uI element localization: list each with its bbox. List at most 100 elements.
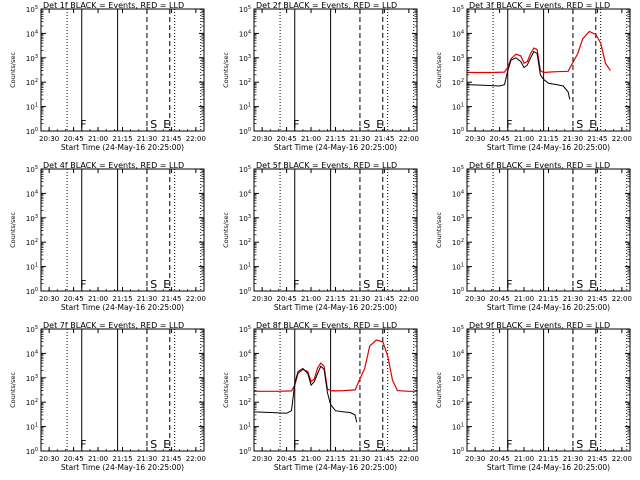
x-tick-label: 22:00 <box>612 295 632 303</box>
y-tick-label: 104 <box>239 349 251 358</box>
detector-panel-2: 100 101 102 103 104 105 20:30 20:45 21:00 21:15 21… <box>222 1 419 152</box>
detector-panel-7: 100 101 102 103 104 105 20:30 20:45 21:00 21:15 21… <box>9 321 206 472</box>
y-tick-label: 103 <box>239 374 251 383</box>
y-tick-label: 104 <box>452 189 464 198</box>
plot-frame <box>466 168 631 292</box>
x-axis-label: Start Time (24-May-16 20:25:00) <box>487 463 610 472</box>
x-tick-label: 21:45 <box>587 135 607 143</box>
marker-s-label: S <box>150 438 157 451</box>
y-tick-label: 103 <box>239 54 251 63</box>
y-tick-label: 105 <box>239 325 251 334</box>
marker-s-label: S <box>576 438 583 451</box>
marker-f-label: F <box>293 438 299 451</box>
x-tick-label: 21:00 <box>514 135 534 143</box>
marker-f-label: F <box>80 438 86 451</box>
y-tick-label: 101 <box>26 263 38 272</box>
x-tick-label: 21:30 <box>350 295 370 303</box>
x-axis-label: Start Time (24-May-16 20:25:00) <box>487 303 610 312</box>
y-tick-label: 105 <box>452 325 464 334</box>
detector-panel-9: 100 101 102 103 104 105 20:30 20:45 21:00 21:15 21… <box>435 321 632 472</box>
y-axis-label: Counts/sec <box>435 372 443 408</box>
marker-f-label: F <box>506 278 512 291</box>
y-tick-label: 103 <box>26 54 38 63</box>
y-tick-label: 102 <box>452 398 464 407</box>
marker-e-label: E <box>163 438 170 451</box>
detector-panel-6: 100 101 102 103 104 105 20:30 20:45 21:00 21:15 21… <box>435 161 632 312</box>
marker-f-label: F <box>80 278 86 291</box>
y-tick-label: 104 <box>26 189 38 198</box>
x-axis-label: Start Time (24-May-16 20:25:00) <box>274 463 397 472</box>
y-axis-label: Counts/sec <box>435 52 443 88</box>
x-tick-label: 20:45 <box>277 455 297 463</box>
plot-frame <box>40 328 205 452</box>
panel-title: Det 9f BLACK = Events, RED = LLD <box>469 321 610 330</box>
y-axis-label: Counts/sec <box>435 212 443 248</box>
x-tick-label: 20:45 <box>64 295 84 303</box>
x-tick-label: 22:00 <box>186 135 206 143</box>
events-series-line <box>253 365 358 423</box>
marker-e-label: E <box>376 278 383 291</box>
marker-e-label: E <box>589 118 596 131</box>
x-tick-label: 21:45 <box>587 455 607 463</box>
detector-panel-3: 100 101 102 103 104 105 20:30 20:45 21:00 21:15 21… <box>435 1 632 152</box>
y-tick-label: 103 <box>26 214 38 223</box>
lld-series-line <box>254 339 417 392</box>
x-tick-label: 21:45 <box>374 455 394 463</box>
y-tick-label: 101 <box>452 423 464 432</box>
panel-title: Det 6f BLACK = Events, RED = LLD <box>469 161 610 170</box>
x-tick-label: 21:15 <box>325 295 345 303</box>
y-tick-label: 100 <box>239 127 251 136</box>
y-tick-label: 105 <box>26 5 38 14</box>
plot-frame <box>40 168 205 292</box>
x-tick-label: 20:45 <box>64 455 84 463</box>
y-tick-label: 102 <box>26 238 38 247</box>
y-tick-label: 101 <box>239 423 251 432</box>
x-tick-label: 22:00 <box>186 295 206 303</box>
marker-e-label: E <box>589 438 596 451</box>
marker-e-label: E <box>163 278 170 291</box>
y-tick-label: 105 <box>239 165 251 174</box>
x-tick-label: 21:15 <box>538 455 558 463</box>
marker-s-label: S <box>576 118 583 131</box>
x-tick-label: 20:45 <box>64 135 84 143</box>
y-tick-label: 103 <box>452 374 464 383</box>
y-tick-label: 100 <box>239 447 251 456</box>
x-tick-label: 21:45 <box>161 295 181 303</box>
panel-title: Det 5f BLACK = Events, RED = LLD <box>256 161 397 170</box>
detector-panel-5: 100 101 102 103 104 105 20:30 20:45 21:00 21:15 21… <box>222 161 419 312</box>
y-tick-label: 101 <box>239 263 251 272</box>
y-tick-label: 100 <box>452 447 464 456</box>
marker-e-label: E <box>589 278 596 291</box>
x-tick-label: 21:15 <box>538 295 558 303</box>
x-tick-label: 20:30 <box>252 135 272 143</box>
x-tick-label: 21:00 <box>301 455 321 463</box>
x-tick-label: 21:00 <box>514 455 534 463</box>
x-tick-label: 21:15 <box>112 295 132 303</box>
x-tick-label: 20:45 <box>490 135 510 143</box>
y-tick-label: 102 <box>26 398 38 407</box>
marker-s-label: S <box>363 118 370 131</box>
x-tick-label: 22:00 <box>399 135 419 143</box>
y-axis-label: Counts/sec <box>9 212 17 248</box>
plot-frame <box>253 328 418 452</box>
x-axis-label: Start Time (24-May-16 20:25:00) <box>274 303 397 312</box>
y-tick-label: 104 <box>452 349 464 358</box>
y-axis-label: Counts/sec <box>222 372 230 408</box>
y-tick-label: 100 <box>239 287 251 296</box>
x-tick-label: 21:30 <box>137 135 157 143</box>
x-tick-label: 21:30 <box>563 455 583 463</box>
y-tick-label: 102 <box>452 238 464 247</box>
x-axis-label: Start Time (24-May-16 20:25:00) <box>61 303 184 312</box>
x-tick-label: 21:00 <box>88 135 108 143</box>
plot-frame <box>466 8 631 132</box>
y-tick-label: 104 <box>452 29 464 38</box>
y-tick-label: 105 <box>239 5 251 14</box>
marker-e-label: E <box>376 438 383 451</box>
y-tick-label: 105 <box>452 165 464 174</box>
y-axis-label: Counts/sec <box>9 372 17 408</box>
x-tick-label: 21:45 <box>587 295 607 303</box>
x-tick-label: 21:15 <box>538 135 558 143</box>
plot-frame <box>466 328 631 452</box>
plot-frame <box>253 168 418 292</box>
